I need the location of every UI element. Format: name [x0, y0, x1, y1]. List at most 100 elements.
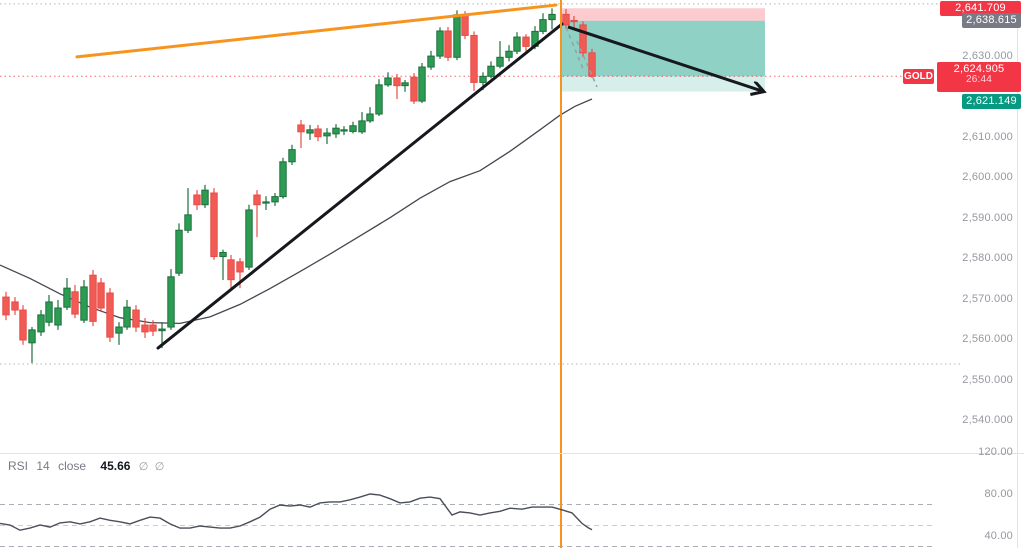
rsi-legend: RSI 14 close 45.66 ∅ ∅ [8, 459, 167, 473]
candle-up [45, 301, 53, 323]
candle-up [115, 326, 123, 334]
candle-up [418, 66, 426, 102]
candle-up [384, 77, 392, 86]
candle-up [37, 314, 45, 333]
rsi-legend-name: RSI [8, 459, 29, 473]
candle-up [262, 201, 270, 204]
candle-down [19, 309, 27, 341]
candle-up [496, 56, 504, 67]
candle-up [548, 13, 556, 21]
price-tick-label: 2,600.000 [962, 171, 1013, 184]
rsi-empty-circle-icon[interactable]: ∅ [154, 461, 165, 473]
candle-down [393, 77, 401, 87]
candle-down [461, 14, 469, 36]
candle-down [579, 24, 587, 54]
projection-dash-hint[interactable] [576, 40, 598, 88]
rsi-empty-circle-icon[interactable]: ∅ [138, 461, 149, 473]
profit-zone-lower[interactable] [561, 76, 765, 92]
last-price-text: 2,624.905 [953, 63, 1005, 76]
candle-up [245, 209, 253, 268]
candle-up [63, 287, 71, 308]
candle-up [158, 328, 166, 332]
orange-trendline[interactable] [75, 3, 558, 59]
price-tick-label: 2,580.000 [962, 252, 1013, 265]
candle-down [149, 324, 157, 332]
candle-up [375, 84, 383, 115]
candle-up [271, 196, 279, 203]
candle-up [279, 161, 287, 198]
candle-down [410, 76, 418, 102]
candle-down [314, 128, 322, 138]
price-tick-label: 2,590.000 [962, 211, 1013, 224]
candle-down [2, 296, 10, 316]
entry-price-label: 2,638.615 [962, 13, 1021, 29]
symbol-badge-text: GOLD [904, 70, 933, 82]
candle-down [470, 34, 478, 83]
candle-up [123, 306, 131, 328]
candle-up [539, 19, 547, 32]
last-price-label: 2,624.905 26:44 [937, 62, 1021, 93]
rsi-line[interactable] [0, 493, 593, 531]
price-tick-label: 2,560.000 [962, 333, 1013, 346]
candle-down [522, 36, 530, 47]
candle-up [28, 329, 36, 344]
candle-up [366, 113, 374, 122]
candle-up [167, 276, 175, 328]
candle-up [401, 82, 409, 87]
projection-arrow[interactable] [567, 25, 763, 91]
candle-down [444, 30, 452, 58]
candle-up [513, 36, 521, 52]
candle-up [453, 14, 461, 58]
entry-price-text: 2,638.615 [966, 14, 1017, 27]
candle-down [570, 19, 578, 23]
candle-up [288, 149, 296, 163]
moving-average-line[interactable] [0, 98, 593, 325]
candle-down [97, 282, 105, 309]
candle-up [505, 50, 513, 58]
candle-down [141, 324, 149, 333]
candle-up [323, 132, 331, 137]
candle-up [340, 129, 348, 132]
candle-up [358, 120, 366, 133]
price-tick-label: 2,630.000 [962, 49, 1013, 62]
rsi-legend-params: 14 [36, 459, 50, 473]
price-tick-label: 2,550.000 [962, 373, 1013, 386]
candle-up [175, 229, 183, 274]
candle-up [219, 252, 227, 258]
candle-down [71, 291, 79, 315]
candle-up [487, 65, 495, 77]
candle-down [253, 194, 261, 206]
candle-down [227, 259, 235, 281]
price-tick-label: 2,610.000 [962, 130, 1013, 143]
candle-up [201, 189, 209, 206]
stop-price-label: 2,641.709 [940, 0, 1021, 16]
candle-down [132, 309, 140, 328]
candle-down [193, 194, 201, 206]
candle-down [588, 52, 596, 77]
stop-price-text: 2,641.709 [955, 1, 1006, 14]
target-price-text: 2,621.149 [966, 95, 1017, 108]
price-tick-label: 2,570.000 [962, 292, 1013, 305]
candle-up [184, 214, 192, 231]
candle-down [89, 274, 97, 322]
candle-up [436, 30, 444, 57]
candle-up [332, 127, 340, 135]
candle-up [427, 55, 435, 68]
candle-countdown: 26:44 [965, 74, 993, 86]
candle-up [306, 129, 314, 134]
candle-down [236, 261, 244, 273]
symbol-badge: GOLD [903, 68, 934, 84]
ascending-trendline[interactable] [156, 22, 564, 350]
rsi-tick-label: 80.00 [984, 488, 1013, 500]
rsi-tick-label: 120.00 [978, 446, 1013, 458]
candle-up [54, 307, 62, 326]
price-tick-label: 2,540.000 [962, 414, 1013, 427]
rsi-legend-source: close [58, 459, 87, 473]
candle-up [479, 75, 487, 83]
stop-zone[interactable] [561, 8, 765, 21]
target-price-label: 2,621.149 [962, 94, 1021, 110]
candle-down [562, 13, 570, 26]
candle-down [210, 192, 218, 258]
